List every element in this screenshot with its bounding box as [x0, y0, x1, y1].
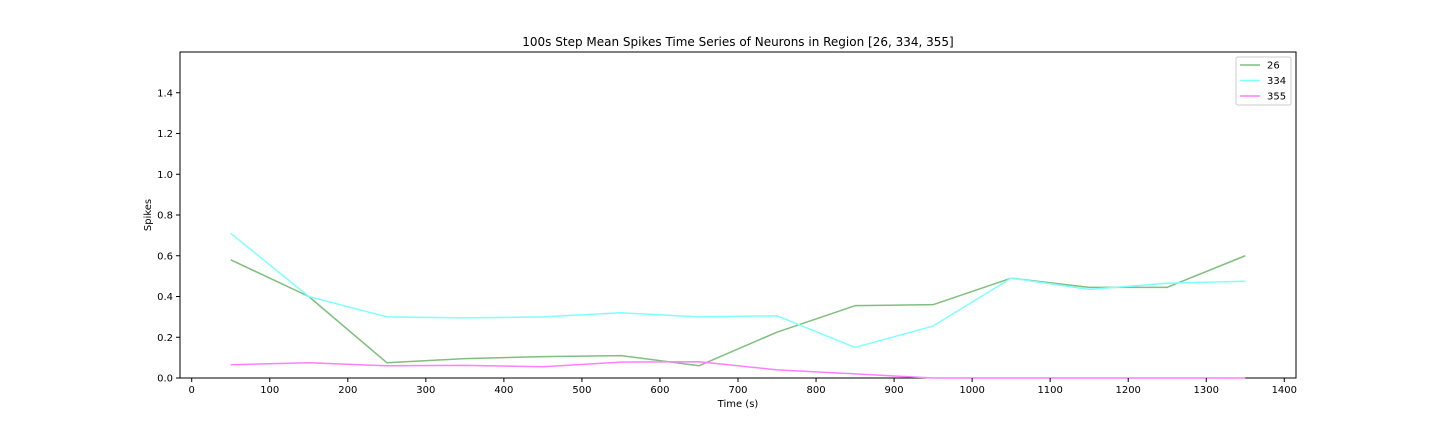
- y-tick-label: 1.2: [157, 129, 173, 140]
- series-line-355: [230, 360, 1246, 379]
- y-axis: 0.0 0.2 0.4 0.6 0.8 1.0 1.2 1.4: [157, 88, 180, 385]
- y-axis-label: Spikes: [143, 199, 154, 231]
- y-tick-label: 0.6: [157, 251, 173, 262]
- legend-box: [1235, 56, 1292, 106]
- x-tick-label: 100: [260, 385, 279, 396]
- x-tick-label: 200: [338, 385, 357, 396]
- legend-label-334: 334: [1267, 76, 1286, 87]
- series-line-26: [230, 255, 1246, 367]
- y-tick-label: 0.4: [157, 292, 173, 303]
- x-axis: 0 100 200 300 400 500 600 700 800 900 1000 1100 1200…: [189, 378, 1297, 396]
- x-tick-label: 1000: [959, 385, 984, 396]
- x-tick-label: 300: [416, 385, 435, 396]
- legend-label-355: 355: [1267, 92, 1286, 103]
- chart-title: 100s Step Mean Spikes Time Series of Neu…: [522, 35, 953, 49]
- x-tick-label: 500: [572, 385, 591, 396]
- x-tick-label: 700: [728, 385, 747, 396]
- x-tick-label: 900: [885, 385, 904, 396]
- x-tick-label: 1300: [1194, 385, 1219, 396]
- legend-label-26: 26: [1267, 61, 1280, 72]
- x-tick-label: 1100: [1037, 385, 1062, 396]
- y-tick-label: 1.4: [157, 88, 173, 99]
- y-tick-label: 1.0: [157, 170, 173, 181]
- x-tick-label: 800: [806, 385, 825, 396]
- x-axis-label: Time (s): [717, 399, 759, 410]
- y-tick-label: 0.0: [157, 374, 173, 385]
- x-tick-label: 1400: [1272, 385, 1297, 396]
- series-line-334: [230, 232, 1246, 349]
- x-tick-label: 0: [189, 385, 195, 396]
- series-layer: [230, 232, 1246, 379]
- y-tick-label: 0.8: [157, 211, 173, 222]
- y-tick-label: 0.2: [157, 333, 173, 344]
- x-tick-label: 400: [494, 385, 513, 396]
- x-tick-label: 1200: [1115, 385, 1140, 396]
- x-tick-label: 600: [650, 385, 669, 396]
- legend: 26 334 355: [1235, 56, 1292, 106]
